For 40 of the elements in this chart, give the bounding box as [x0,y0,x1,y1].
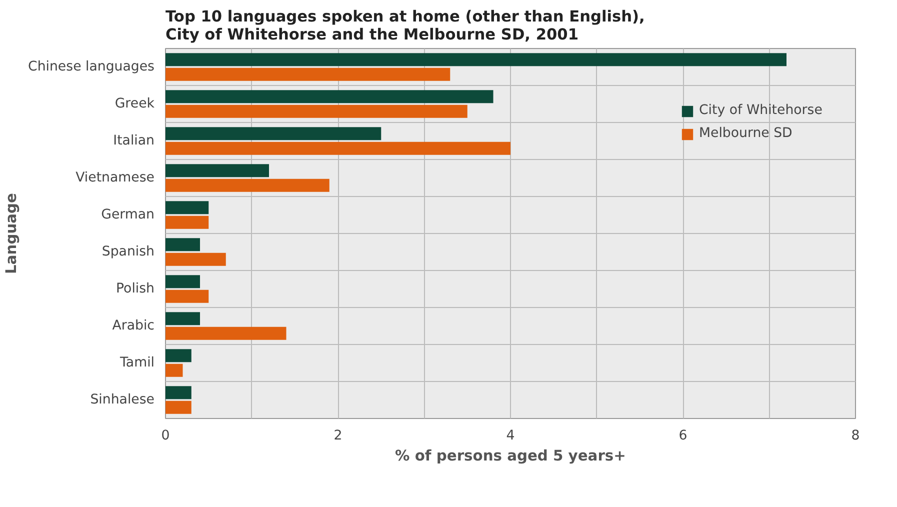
bar [166,290,209,303]
bar [166,275,200,288]
x-axis-title: % of persons aged 5 years+ [395,448,626,464]
bar [166,349,192,362]
bar [166,400,192,414]
bar [166,68,450,81]
bar [166,326,286,340]
y-tick-label: Italian [113,134,155,148]
x-tick-label: 8 [851,428,860,444]
y-tick-label: Spanish [102,244,155,260]
y-tick-label: Chinese languages [28,60,155,74]
legend-label: Melbourne SD [699,126,792,141]
y-tick-label: Vietnamese [76,170,155,186]
bar [166,178,330,192]
bar [166,364,183,377]
y-tick-label: Greek [114,96,155,112]
bar [166,386,192,400]
y-tick-label: Sinhalese [90,392,155,408]
x-tick-label: 6 [678,428,688,444]
bar [166,142,510,155]
y-axis-title: Language [3,192,20,274]
bar [166,252,226,266]
bar [166,238,200,252]
bar [166,53,786,66]
bar [166,312,200,326]
legend-label: City of Whitehorse [699,103,822,118]
y-tick-label: Arabic [112,318,155,334]
bar [166,164,269,178]
y-tick-label: Polish [116,282,154,296]
bar [166,127,382,140]
x-tick-label: 4 [506,428,515,444]
bar [166,90,494,104]
bar [166,216,209,229]
x-tick-label: 0 [161,428,170,444]
x-tick-label: 2 [334,428,342,444]
y-tick-label: German [101,208,155,222]
chart-title: Top 10 languages spoken at home (other than English), City of Whitehorse and the Melbourne SD, 2001 [166,8,645,44]
y-tick-label: Tamil [119,356,155,370]
bar [166,104,468,118]
bar [166,201,209,214]
